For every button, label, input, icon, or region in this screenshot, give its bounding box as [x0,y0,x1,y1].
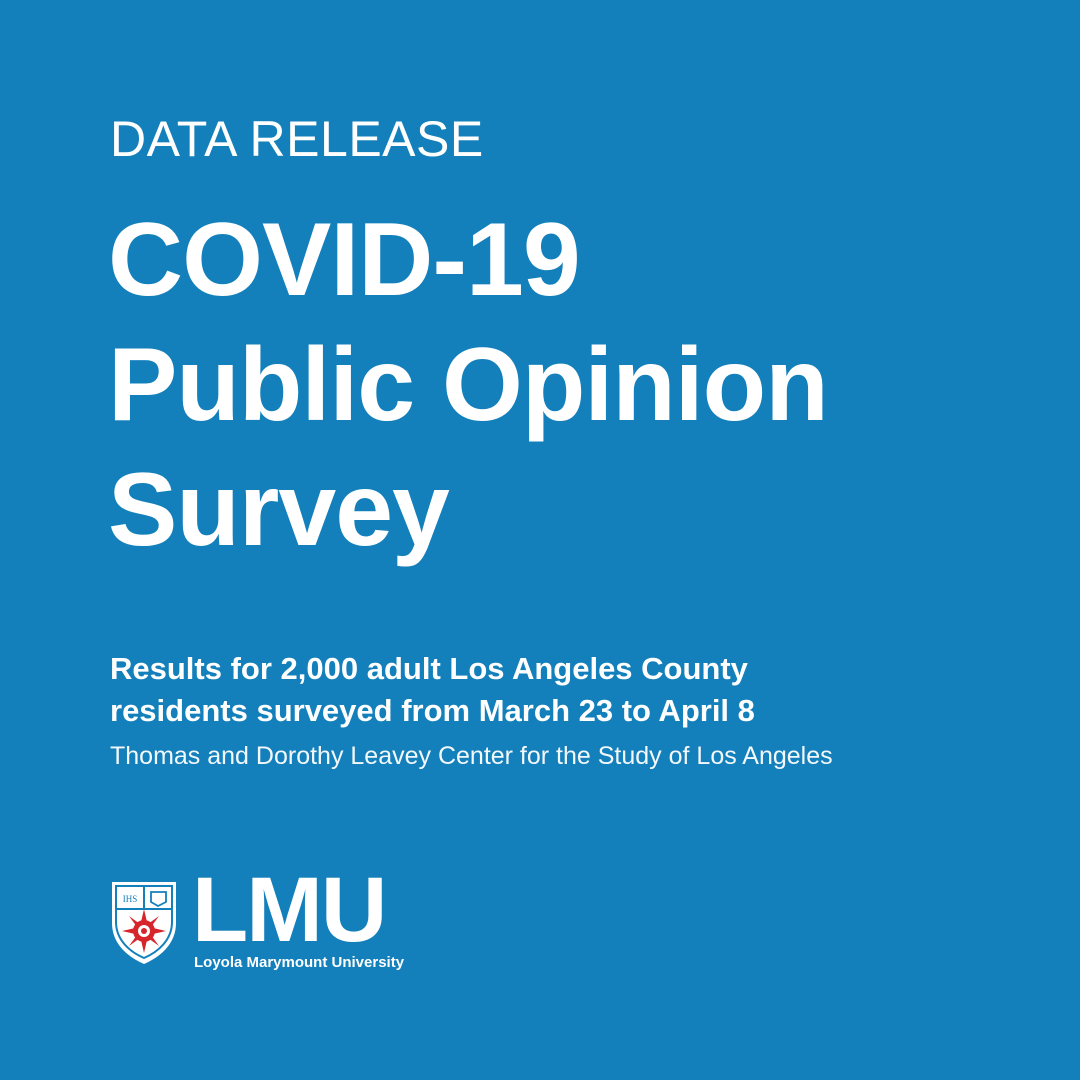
title-line-1: COVID-19 [108,202,581,318]
page-title: COVID-19 Public Opinion Survey [108,198,829,573]
lmu-logo: IHS LMU Loyola Marymount University [108,864,408,978]
data-release-label: DATA RELEASE [110,111,484,167]
summary-line-1: Results for 2,000 adult Los Angeles Coun… [110,651,748,686]
university-name: Loyola Marymount University [194,954,405,971]
center-credit: Thomas and Dorothy Leavey Center for the… [110,742,833,770]
crest-monogram: IHS [123,894,138,904]
university-crest-icon: IHS [112,882,176,964]
title-line-2: Public Opinion [108,327,829,443]
title-line-3: Survey [108,452,450,568]
summary-line-2: residents surveyed from March 23 to Apri… [110,693,755,728]
results-summary: Results for 2,000 adult Los Angeles Coun… [110,648,755,732]
lmu-wordmark: LMU [192,859,387,961]
